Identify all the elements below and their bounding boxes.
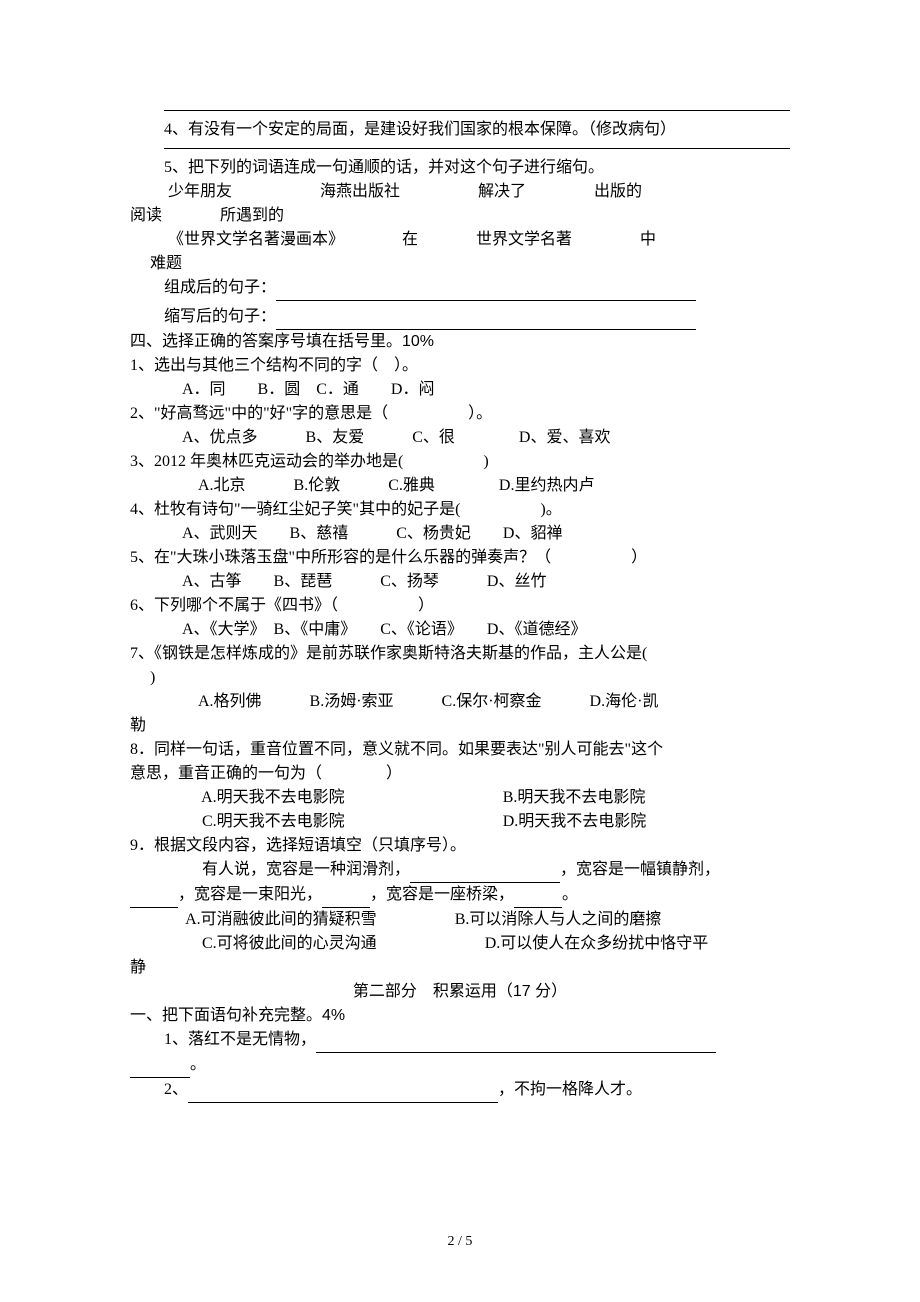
option-c: C.可将彼此间的心灵沟通 bbox=[202, 935, 377, 952]
label: 缩写后的句子： bbox=[164, 308, 276, 325]
sec4-q6: 6、下列哪个不属于《四书》（ ） bbox=[130, 594, 790, 618]
word-token: 海燕出版社 bbox=[320, 183, 400, 200]
section-4-title: 四、选择正确的答案序号填在括号里。10% bbox=[130, 330, 790, 354]
text: ，不拘一格降人才。 bbox=[498, 1081, 642, 1098]
sec4-q2: 2、"好高骛远"中的"好"字的意思是（ ）。 bbox=[130, 402, 790, 426]
combined-sentence-line: 组成后的句子： bbox=[130, 276, 790, 301]
sec4-q9-body-line1: 有人说，宽容是一种润滑剂， ，宽容是一幅镇静剂， bbox=[130, 858, 790, 883]
blank-answer-line bbox=[164, 148, 790, 150]
option-b: B.明天我不去电影院 bbox=[503, 789, 646, 806]
sec4-q1: 1、选出与其他三个结构不同的字（ ）。 bbox=[130, 354, 790, 378]
sec4-q8-options-row2: C.明天我不去电影院 D.明天我不去电影院 bbox=[130, 810, 790, 834]
answer-blank bbox=[276, 305, 696, 330]
page-number: 2 / 5 bbox=[0, 1231, 920, 1252]
sec4-q2-options: A、优点多 B、友爱 C、很 D、爱、喜欢 bbox=[130, 426, 790, 450]
word-token: 出版的 bbox=[594, 183, 642, 200]
answer-blank bbox=[130, 1053, 190, 1078]
sec4-q7-line2: ) bbox=[130, 666, 790, 690]
sec4-q5: 5、在"大珠小珠落玉盘"中所形容的是什么乐器的弹奏声？（ ） bbox=[130, 546, 790, 570]
sec4-q7-options-line1: A.格列佛 B.汤姆·索亚 C.保尔·柯察金 D.海伦·凯 bbox=[130, 690, 790, 714]
sec4-q3-options: A.北京 B.伦敦 C.雅典 D.里约热内卢 bbox=[130, 474, 790, 498]
sec4-q9-options-row2: C.可将彼此间的心灵沟通 D.可以使人在众多纷扰中恪守平 bbox=[130, 932, 790, 956]
sec4-q7-options-line2: 勒 bbox=[130, 714, 790, 738]
sec4-q8-options-row1: A.明天我不去电影院 B.明天我不去电影院 bbox=[130, 786, 790, 810]
sec4-q7-line1: 7、《钢铁是怎样炼成的》是前苏联作家奥斯特洛夫斯基的作品，主人公是( bbox=[130, 642, 790, 666]
shortened-sentence-line: 缩写后的句子： bbox=[130, 305, 790, 330]
sec4-q9-options-row2b: 静 bbox=[130, 956, 790, 980]
page: 4、有没有一个安定的局面，是建设好我们国家的根本保障。（修改病句） 5、把下列的… bbox=[0, 0, 920, 1302]
text: 。 bbox=[562, 886, 578, 903]
answer-blank bbox=[130, 883, 178, 908]
part2-q1-tail: 。 bbox=[130, 1053, 790, 1078]
blank-answer-line bbox=[164, 110, 790, 112]
option-a: A.明天我不去电影院 bbox=[201, 789, 345, 806]
part2-title: 第二部分 积累运用（17 分） bbox=[130, 980, 790, 1004]
option-a: A.可消融彼此间的猜疑积雪 bbox=[185, 911, 377, 928]
text: ，宽容是一束阳光， bbox=[178, 886, 322, 903]
word-token: 世界文学名著 bbox=[476, 231, 572, 248]
part2-sec1-title: 一、把下面语句补充完整。4% bbox=[130, 1004, 790, 1028]
answer-blank bbox=[322, 883, 370, 908]
label: 组成后的句子： bbox=[164, 279, 276, 296]
sec4-q1-options: A．同 B．圆 C．通 D．闷 bbox=[130, 378, 790, 402]
sec4-q6-options: A、《大学》 B、《中庸》 C、《论语》 D、《道德经》 bbox=[130, 618, 790, 642]
answer-blank bbox=[276, 276, 696, 301]
word-token: 难题 bbox=[150, 255, 182, 272]
text: ，宽容是一幅镇静剂， bbox=[560, 861, 720, 878]
option-b: B.可以消除人与人之间的磨擦 bbox=[455, 911, 662, 928]
sec4-q9-body-line2: ，宽容是一束阳光， ，宽容是一座桥梁， 。 bbox=[130, 883, 790, 908]
question-5-words-row: 难题 bbox=[130, 252, 790, 276]
word-token: 解决了 bbox=[478, 183, 526, 200]
part2-q1: 1、落红不是无情物， bbox=[130, 1028, 790, 1053]
question-5-words-row: 《世界文学名著漫画本》 在 世界文学名著 中 bbox=[130, 228, 790, 252]
text: 2、 bbox=[164, 1081, 188, 1098]
text: 有人说，宽容是一种润滑剂， bbox=[202, 861, 410, 878]
word-token: 所遇到的 bbox=[220, 207, 284, 224]
word-token: 《世界文学名著漫画本》 bbox=[168, 231, 344, 248]
question-5-lead: 5、把下列的词语连成一句通顺的话，并对这个句子进行缩句。 bbox=[130, 156, 790, 180]
question-5-words-row: 阅读 所遇到的 bbox=[130, 204, 790, 228]
option-c: C.明天我不去电影院 bbox=[202, 813, 345, 830]
sec4-q8-line1: 8．同样一句话，重音位置不同，意义就不同。如果要表达"别人可能去"这个 bbox=[130, 738, 790, 762]
sec4-q9-options-row1: A.可消融彼此间的猜疑积雪 B.可以消除人与人之间的磨擦 bbox=[130, 908, 790, 932]
sec4-q8-line2: 意思，重音正确的一句为（ ） bbox=[130, 762, 790, 786]
question-4: 4、有没有一个安定的局面，是建设好我们国家的根本保障。（修改病句） bbox=[130, 118, 790, 142]
answer-blank bbox=[188, 1078, 498, 1103]
sec4-q3: 3、2012 年奥林匹克运动会的举办地是( ) bbox=[130, 450, 790, 474]
option-d: D.可以使人在众多纷扰中恪守平 bbox=[485, 935, 709, 952]
answer-blank bbox=[410, 858, 560, 883]
text: 1、落红不是无情物， bbox=[164, 1031, 316, 1048]
sec4-q4-options: A、武则天 B、慈禧 C、杨贵妃 D、貂禅 bbox=[130, 522, 790, 546]
option-d: D.明天我不去电影院 bbox=[503, 813, 647, 830]
word-token: 阅读 bbox=[130, 207, 162, 224]
question-5-words-row: 少年朋友 海燕出版社 解决了 出版的 bbox=[130, 180, 790, 204]
text: 。 bbox=[190, 1056, 206, 1073]
sec4-q9: 9．根据文段内容，选择短语填空（只填序号）。 bbox=[130, 834, 790, 858]
word-token: 少年朋友 bbox=[168, 183, 232, 200]
text: ，宽容是一座桥梁， bbox=[370, 886, 514, 903]
answer-blank bbox=[316, 1028, 716, 1053]
part2-q2: 2、 ，不拘一格降人才。 bbox=[130, 1078, 790, 1103]
sec4-q4: 4、杜牧有诗句"一骑红尘妃子笑"其中的妃子是( )。 bbox=[130, 498, 790, 522]
answer-blank bbox=[514, 883, 562, 908]
word-token: 中 bbox=[640, 231, 656, 248]
sec4-q5-options: A、古筝 B、琵琶 C、扬琴 D、丝竹 bbox=[130, 570, 790, 594]
word-token: 在 bbox=[402, 231, 418, 248]
